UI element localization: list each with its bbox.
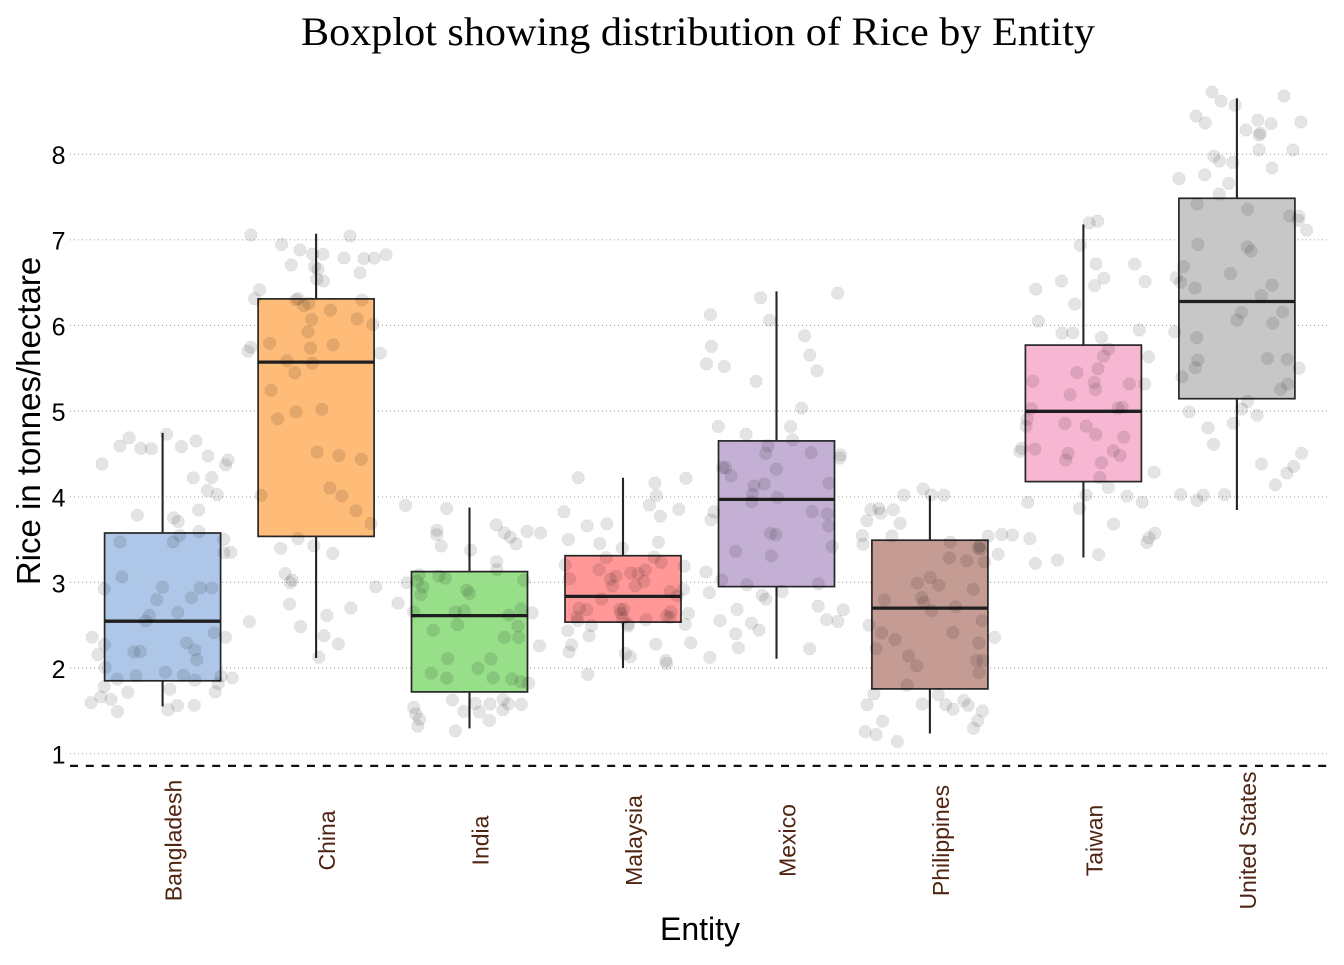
svg-text:China: China xyxy=(314,810,340,870)
svg-text:Philippines: Philippines xyxy=(928,785,954,896)
svg-text:Boxplot showing distribution o: Boxplot showing distribution of Rice by … xyxy=(301,9,1095,54)
svg-text:United States: United States xyxy=(1235,771,1261,909)
svg-text:6: 6 xyxy=(52,313,66,341)
svg-text:Bangladesh: Bangladesh xyxy=(161,780,187,902)
svg-text:3: 3 xyxy=(52,570,66,598)
svg-text:Taiwan: Taiwan xyxy=(1081,805,1107,877)
svg-text:7: 7 xyxy=(52,228,66,256)
svg-text:4: 4 xyxy=(52,485,66,513)
svg-text:1: 1 xyxy=(52,742,66,770)
svg-text:India: India xyxy=(467,815,493,865)
svg-text:2: 2 xyxy=(52,656,66,684)
svg-text:Mexico: Mexico xyxy=(774,804,800,877)
svg-text:Rice in tonnes/hectare: Rice in tonnes/hectare xyxy=(10,257,47,585)
svg-text:Entity: Entity xyxy=(660,911,740,947)
svg-text:Malaysia: Malaysia xyxy=(621,795,647,886)
svg-text:8: 8 xyxy=(52,142,66,170)
svg-text:5: 5 xyxy=(52,399,66,427)
